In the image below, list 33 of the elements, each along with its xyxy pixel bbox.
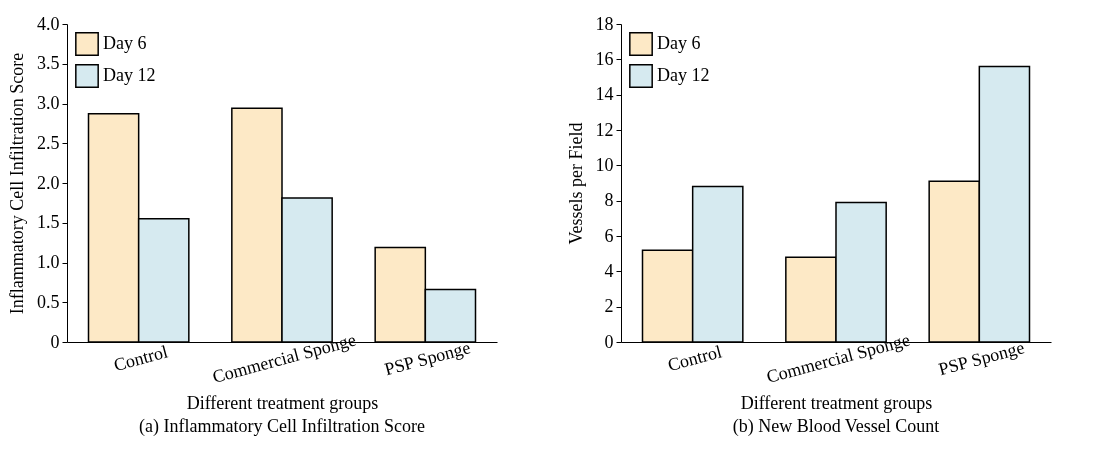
y-tick-label: 0: [604, 331, 614, 352]
y-tick-label: 4.0: [37, 13, 60, 34]
x-tick-label: PSP Sponge: [382, 337, 473, 380]
y-tick-label: 3.5: [37, 53, 60, 74]
legend-label: Day 12: [103, 65, 156, 85]
y-tick-label: 2: [604, 296, 614, 317]
x-axis-title: Different treatment groups: [740, 392, 933, 413]
legend-label: Day 12: [657, 65, 710, 85]
y-axis-title: Vessels per Field: [565, 122, 586, 245]
legend-label: Day 6: [103, 33, 147, 53]
y-tick-label: 0.5: [37, 291, 60, 312]
y-tick-label: 1.0: [37, 252, 60, 272]
text: (b) New Blood Vessel Count: [732, 416, 940, 438]
y-tick-label: 18: [595, 13, 614, 34]
y-tick-label: 16: [595, 48, 614, 69]
y-tick-label: 1.5: [37, 212, 60, 233]
y-tick-label: 12: [595, 119, 614, 140]
x-tick-label: Control: [665, 341, 724, 376]
y-tick-label: 14: [595, 84, 614, 105]
text: (a) Inflammatory Cell Infiltration Score: [139, 416, 425, 438]
y-tick-label: 6: [604, 225, 614, 246]
y-tick-label: 2.5: [37, 132, 60, 153]
y-tick-label: 4: [604, 260, 614, 281]
y-tick-label: 8: [604, 190, 614, 211]
y-tick-label: 2.0: [37, 172, 60, 193]
y-tick-label: 0: [50, 331, 60, 352]
x-tick-label: Control: [111, 341, 170, 376]
x-tick-label: PSP Sponge: [936, 337, 1027, 380]
y-tick-label: 10: [595, 154, 614, 175]
x-axis-title: Different treatment groups: [186, 392, 379, 413]
legend-label: Day 6: [657, 33, 701, 53]
y-tick-label: 3.0: [37, 93, 60, 113]
y-axis-title: Inflammatory Cell Infiltration Score: [7, 52, 27, 315]
